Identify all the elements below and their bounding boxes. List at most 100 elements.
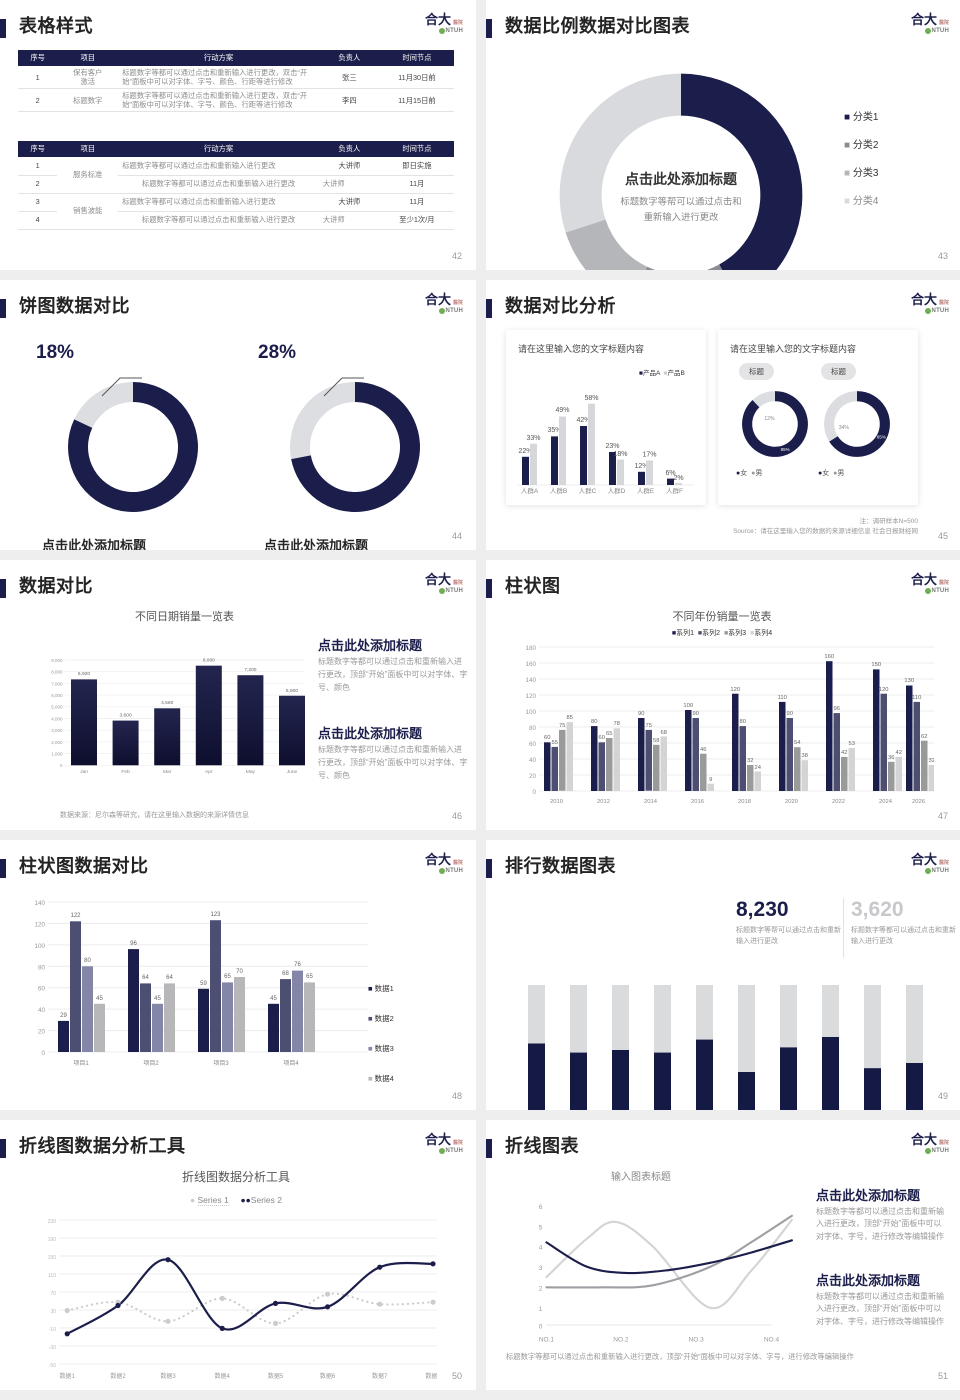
svg-text:120: 120 <box>34 921 45 928</box>
svg-text:46: 46 <box>700 747 706 753</box>
svg-text:70: 70 <box>236 969 243 975</box>
svg-text:85%: 85% <box>781 447 790 452</box>
svg-text:人群E: 人群E <box>637 486 655 495</box>
svg-text:Apr: Apr <box>205 769 213 775</box>
svg-text:80: 80 <box>739 719 745 725</box>
svg-text:59: 59 <box>200 981 207 987</box>
svg-text:23%: 23% <box>605 443 619 450</box>
svg-text:80: 80 <box>529 725 537 732</box>
svg-text:20: 20 <box>38 1029 46 1036</box>
svg-text:80: 80 <box>591 719 597 725</box>
svg-text:标题数字等帮可以通过点击和: 标题数字等帮可以通过点击和 <box>620 195 741 206</box>
svg-text:人群C: 人群C <box>579 486 597 495</box>
svg-text:120: 120 <box>879 687 889 693</box>
svg-text:123: 123 <box>210 912 221 918</box>
svg-text:数据3: 数据3 <box>160 1372 176 1380</box>
svg-text:100: 100 <box>683 703 693 709</box>
svg-text:96: 96 <box>130 941 137 947</box>
svg-text:重新输入进行更改: 重新输入进行更改 <box>644 211 719 222</box>
svg-text:-50: -50 <box>49 1363 56 1369</box>
svg-text:160: 160 <box>525 661 536 668</box>
svg-text:0: 0 <box>539 1323 543 1330</box>
svg-text:Jan: Jan <box>80 769 88 775</box>
svg-text:2016: 2016 <box>691 799 704 805</box>
svg-text:项目4: 项目4 <box>283 1060 299 1067</box>
svg-text:120: 120 <box>525 693 536 700</box>
svg-text:38: 38 <box>801 753 807 759</box>
svg-text:45: 45 <box>270 996 277 1002</box>
svg-text:53: 53 <box>848 741 854 747</box>
svg-text:数据2: 数据2 <box>110 1372 126 1380</box>
svg-text:65: 65 <box>224 974 231 980</box>
svg-text:33%: 33% <box>526 435 540 442</box>
svg-text:2010: 2010 <box>550 799 563 805</box>
svg-text:2024: 2024 <box>879 799 893 805</box>
svg-text:60: 60 <box>529 741 537 748</box>
svg-text:80: 80 <box>84 958 91 964</box>
svg-text:64: 64 <box>142 975 149 981</box>
svg-text:6,920: 6,920 <box>78 671 90 677</box>
svg-text:May: May <box>246 769 256 775</box>
svg-text:项目3: 项目3 <box>213 1060 229 1067</box>
svg-text:40: 40 <box>38 1007 46 1014</box>
svg-text:122: 122 <box>70 913 81 919</box>
svg-text:150: 150 <box>48 1255 57 1261</box>
svg-text:项目1: 项目1 <box>73 1060 89 1067</box>
svg-text:60: 60 <box>38 986 46 993</box>
svg-text:60: 60 <box>544 735 550 741</box>
svg-text:32: 32 <box>747 758 753 764</box>
svg-text:7,000: 7,000 <box>51 681 63 686</box>
svg-text:5,600: 5,600 <box>286 688 298 694</box>
svg-text:110: 110 <box>48 1273 56 1279</box>
svg-text:80: 80 <box>38 964 46 971</box>
svg-text:3: 3 <box>539 1265 543 1272</box>
svg-text:2014: 2014 <box>644 799 658 805</box>
svg-text:5: 5 <box>539 1224 543 1231</box>
svg-text:4,580: 4,580 <box>161 700 173 706</box>
svg-text:6,000: 6,000 <box>51 693 63 698</box>
svg-text:45: 45 <box>96 996 103 1002</box>
svg-text:8,000: 8,000 <box>51 670 63 675</box>
svg-text:140: 140 <box>525 677 536 684</box>
svg-text:30: 30 <box>50 1309 56 1315</box>
svg-text:0: 0 <box>60 763 63 768</box>
svg-text:数据5: 数据5 <box>268 1372 284 1380</box>
svg-text:32: 32 <box>928 758 934 764</box>
svg-text:7,200: 7,200 <box>244 667 256 673</box>
svg-text:130: 130 <box>904 678 914 684</box>
svg-text:18%: 18% <box>613 451 627 458</box>
svg-text:2012: 2012 <box>597 799 610 805</box>
svg-text:2%: 2% <box>673 475 683 482</box>
svg-text:140: 140 <box>34 900 45 907</box>
svg-text:36: 36 <box>888 755 894 761</box>
svg-text:8,000: 8,000 <box>203 657 215 663</box>
svg-text:3,000: 3,000 <box>51 728 63 733</box>
svg-text:75: 75 <box>559 723 565 729</box>
svg-text:0: 0 <box>532 789 536 796</box>
svg-text:60: 60 <box>598 735 604 741</box>
svg-text:人群B: 人群B <box>550 486 567 495</box>
svg-text:110: 110 <box>778 695 787 701</box>
svg-text:2: 2 <box>539 1286 543 1293</box>
svg-text:100: 100 <box>34 943 45 950</box>
svg-text:160: 160 <box>824 654 834 660</box>
svg-text:2022: 2022 <box>832 799 845 805</box>
svg-text:68: 68 <box>660 730 666 736</box>
svg-text:4: 4 <box>539 1245 543 1252</box>
svg-text:-10: -10 <box>49 1327 56 1333</box>
svg-text:5,000: 5,000 <box>51 705 63 710</box>
svg-text:58%: 58% <box>584 395 598 402</box>
svg-text:Feb: Feb <box>121 769 130 775</box>
svg-text:70: 70 <box>50 1291 56 1297</box>
svg-text:Mar: Mar <box>163 769 172 775</box>
svg-text:150: 150 <box>871 662 881 668</box>
svg-text:85: 85 <box>566 715 572 721</box>
svg-text:42: 42 <box>841 750 847 756</box>
svg-text:190: 190 <box>48 1237 57 1243</box>
svg-text:2,000: 2,000 <box>51 740 63 745</box>
svg-text:数据6: 数据6 <box>320 1372 336 1380</box>
svg-text:24: 24 <box>754 765 761 771</box>
svg-text:NO.1: NO.1 <box>539 1336 555 1343</box>
svg-text:2020: 2020 <box>785 799 798 805</box>
svg-text:NO.2: NO.2 <box>613 1336 629 1343</box>
